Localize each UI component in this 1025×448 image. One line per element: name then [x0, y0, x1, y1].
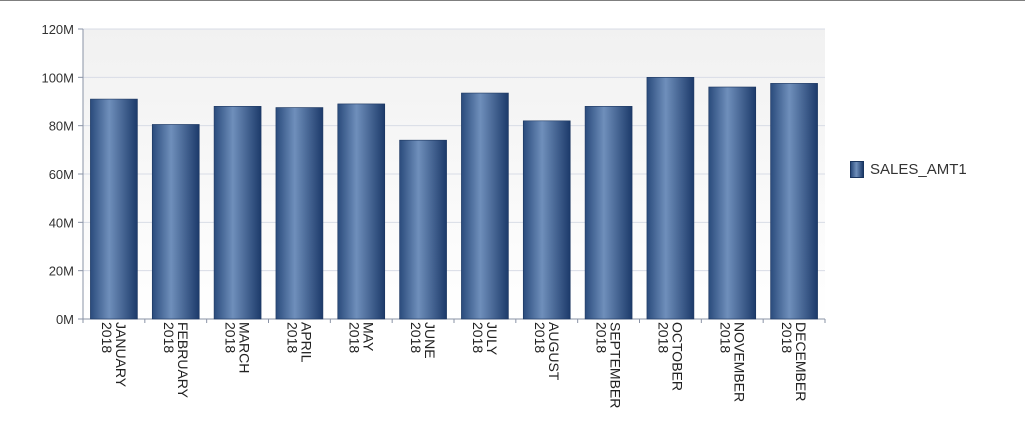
- x-tick-label-year: 2018: [161, 322, 177, 353]
- y-tick-label: 20M: [49, 264, 74, 279]
- x-tick-label-month: MAY: [360, 322, 376, 352]
- bar-april[interactable]: [275, 107, 324, 320]
- x-tick-label-month: JULY: [484, 322, 500, 356]
- bar-march[interactable]: [213, 106, 262, 320]
- y-tick-label: 40M: [49, 215, 74, 230]
- x-tick-label-year: 2018: [346, 322, 362, 353]
- x-tick-label-month: SEPTEMBER: [608, 322, 624, 408]
- bar-january[interactable]: [90, 98, 138, 320]
- x-tick-label-year: 2018: [99, 322, 115, 353]
- x-tick-label-month: NOVEMBER: [731, 322, 747, 402]
- bar-may[interactable]: [337, 103, 386, 320]
- y-tick-label: 0M: [56, 312, 74, 327]
- bar-december[interactable]: [770, 83, 818, 320]
- x-tick-label-year: 2018: [408, 322, 424, 353]
- bar-july[interactable]: [461, 92, 509, 320]
- legend-label-sales-amt1: SALES_AMT1: [870, 161, 967, 178]
- y-tick-label: 100M: [41, 70, 74, 85]
- x-tick-label-year: 2018: [223, 322, 239, 353]
- x-tick-label-month: JANUARY: [113, 322, 129, 388]
- x-tick-label-month: DECEMBER: [793, 322, 809, 401]
- bar-february[interactable]: [151, 124, 200, 320]
- bar-november[interactable]: [708, 86, 757, 320]
- x-tick-label-month: AUGUST: [546, 322, 562, 381]
- x-tick-label-year: 2018: [779, 322, 795, 353]
- x-tick-label-month: FEBRUARY: [175, 322, 191, 399]
- legend: SALES_AMT1: [850, 161, 967, 178]
- bars: [90, 77, 818, 320]
- y-tick-label: 60M: [49, 167, 74, 182]
- y-axis-ticks: 0M 20M 40M 60M 80M 100M 120M: [41, 22, 74, 327]
- bar-june[interactable]: [399, 139, 447, 320]
- x-tick-label-month: APRIL: [298, 322, 314, 363]
- grid-lines: [83, 28, 825, 272]
- y-tick-label: 120M: [41, 22, 74, 37]
- y-tick-label: 80M: [49, 119, 74, 134]
- legend-swatch: [850, 161, 864, 178]
- x-tick-label-year: 2018: [655, 322, 671, 353]
- x-tick-label-month: JUNE: [422, 322, 438, 359]
- bar-august[interactable]: [522, 120, 571, 320]
- x-tick-label-month: MARCH: [237, 322, 253, 373]
- axes: [78, 28, 826, 323]
- x-tick-label-year: 2018: [532, 322, 548, 353]
- x-tick-label-month: OCTOBER: [669, 322, 685, 391]
- x-tick-label-year: 2018: [470, 322, 486, 353]
- x-tick-label-year: 2018: [594, 322, 610, 353]
- bar-october[interactable]: [646, 77, 695, 320]
- x-tick-label-year: 2018: [717, 322, 733, 353]
- bar-september[interactable]: [584, 106, 633, 320]
- x-tick-label-year: 2018: [284, 322, 300, 353]
